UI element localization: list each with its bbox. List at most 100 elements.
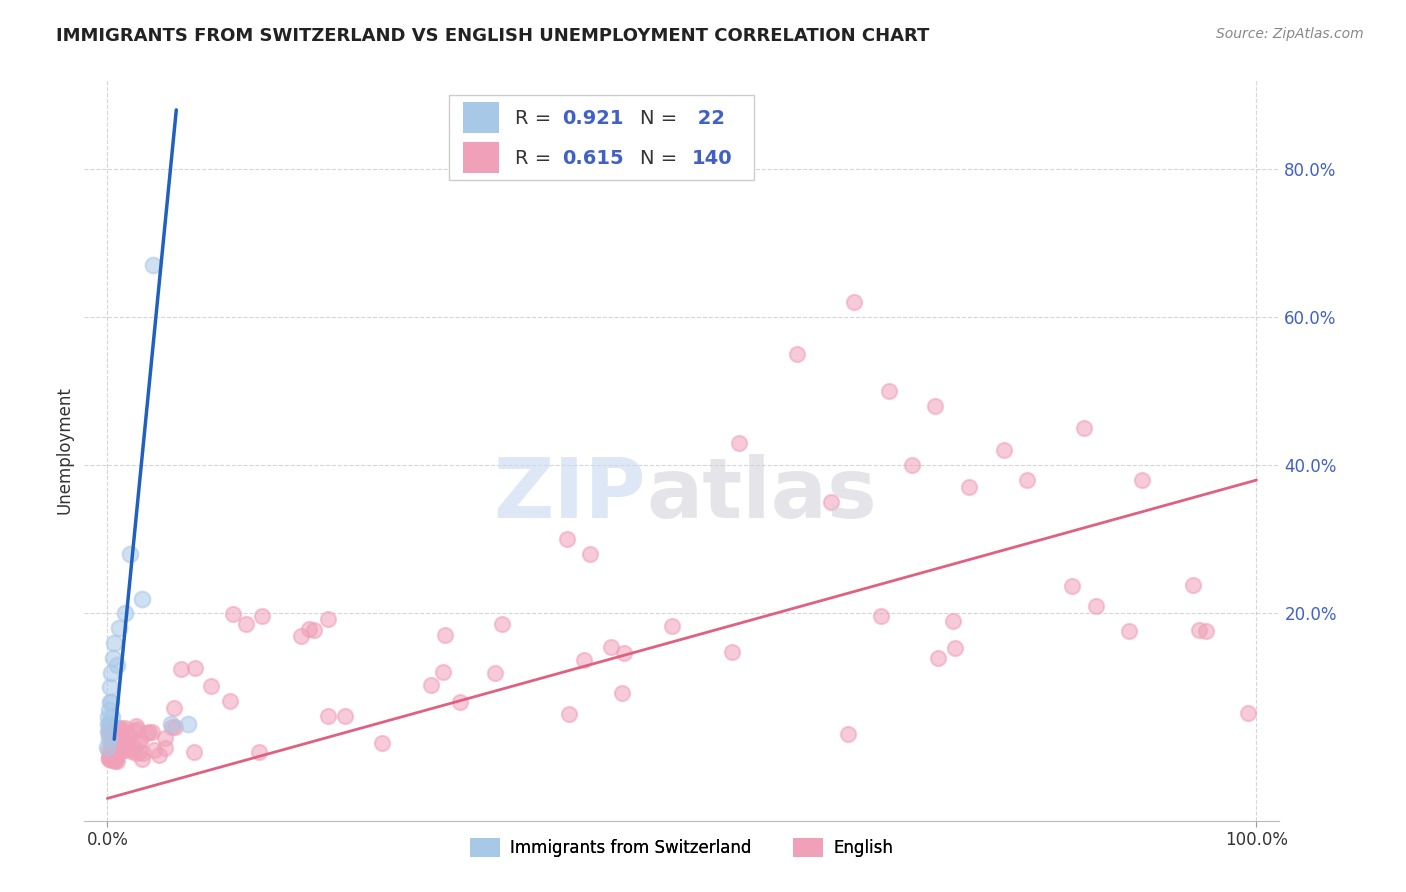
Point: [579, 547, 602, 561]
Point: [110, 722, 132, 736]
Point: [100, 720, 122, 734]
Point: [316, 709, 339, 723]
Point: [101, 710, 124, 724]
Point: [1060, 579, 1083, 593]
Y-axis label: Unemployment: Unemployment: [55, 386, 73, 515]
Point: [104, 727, 127, 741]
Point: [163, 720, 186, 734]
Point: [159, 717, 181, 731]
Point: [141, 725, 163, 739]
Text: 0.921: 0.921: [562, 110, 624, 128]
Point: [103, 744, 125, 758]
Point: [97, 732, 120, 747]
Point: [333, 708, 356, 723]
Point: [163, 701, 186, 715]
Point: [820, 495, 842, 509]
FancyBboxPatch shape: [463, 103, 499, 134]
Text: Source: ZipAtlas.com: Source: ZipAtlas.com: [1216, 27, 1364, 41]
Point: [219, 694, 242, 708]
Point: [599, 640, 621, 654]
Text: R =: R =: [515, 110, 557, 128]
Point: [120, 547, 142, 561]
Point: [114, 721, 136, 735]
Point: [120, 742, 142, 756]
Point: [100, 744, 122, 758]
Point: [302, 623, 325, 637]
Point: [101, 719, 124, 733]
Point: [127, 723, 149, 737]
Point: [434, 628, 457, 642]
Point: [160, 720, 183, 734]
Point: [721, 645, 744, 659]
Point: [558, 706, 581, 721]
Point: [104, 739, 127, 753]
Point: [993, 443, 1015, 458]
Point: [419, 678, 441, 692]
Point: [100, 750, 122, 764]
Point: [112, 743, 135, 757]
Point: [108, 739, 131, 753]
Point: [153, 731, 176, 745]
Point: [114, 733, 136, 747]
Point: [128, 734, 150, 748]
Point: [131, 752, 153, 766]
Point: [98, 681, 121, 695]
Point: [943, 641, 966, 656]
Point: [105, 750, 128, 764]
Point: [1181, 578, 1204, 592]
Text: 0.615: 0.615: [562, 150, 624, 169]
Point: [728, 436, 751, 450]
Point: [132, 746, 155, 760]
Point: [120, 744, 142, 758]
Point: [98, 695, 121, 709]
Point: [100, 665, 122, 680]
Point: [169, 662, 191, 676]
Point: [103, 636, 125, 650]
Point: [942, 614, 965, 628]
Point: [97, 717, 120, 731]
Point: [98, 724, 121, 739]
Point: [97, 727, 120, 741]
Point: [1073, 421, 1095, 435]
Point: [100, 695, 122, 709]
Point: [136, 726, 159, 740]
Point: [110, 723, 132, 737]
Point: [572, 652, 595, 666]
Text: 22: 22: [692, 110, 725, 128]
Point: [877, 384, 900, 399]
Point: [107, 738, 129, 752]
Point: [103, 728, 125, 742]
Point: [837, 727, 859, 741]
Point: [125, 746, 148, 760]
Point: [138, 725, 160, 739]
Point: [844, 295, 866, 310]
Point: [1188, 624, 1211, 638]
Point: [924, 399, 946, 413]
Point: [98, 745, 121, 759]
Point: [290, 629, 312, 643]
Point: [110, 736, 132, 750]
Point: [108, 739, 131, 754]
Point: [142, 259, 165, 273]
FancyBboxPatch shape: [449, 95, 754, 180]
Point: [100, 737, 122, 751]
Point: [222, 607, 245, 621]
Text: R =: R =: [515, 150, 557, 169]
Point: [104, 747, 127, 761]
Point: [128, 733, 150, 747]
Point: [100, 753, 122, 767]
Point: [235, 616, 257, 631]
Point: [555, 533, 578, 547]
Point: [449, 695, 471, 709]
Point: [250, 609, 273, 624]
Point: [1118, 624, 1140, 639]
Point: [97, 750, 120, 764]
Text: 140: 140: [692, 150, 733, 169]
Point: [110, 744, 132, 758]
Point: [1195, 624, 1218, 639]
Point: [105, 658, 128, 673]
Point: [870, 608, 893, 623]
Point: [117, 728, 139, 742]
Point: [98, 703, 121, 717]
Point: [1237, 706, 1260, 721]
